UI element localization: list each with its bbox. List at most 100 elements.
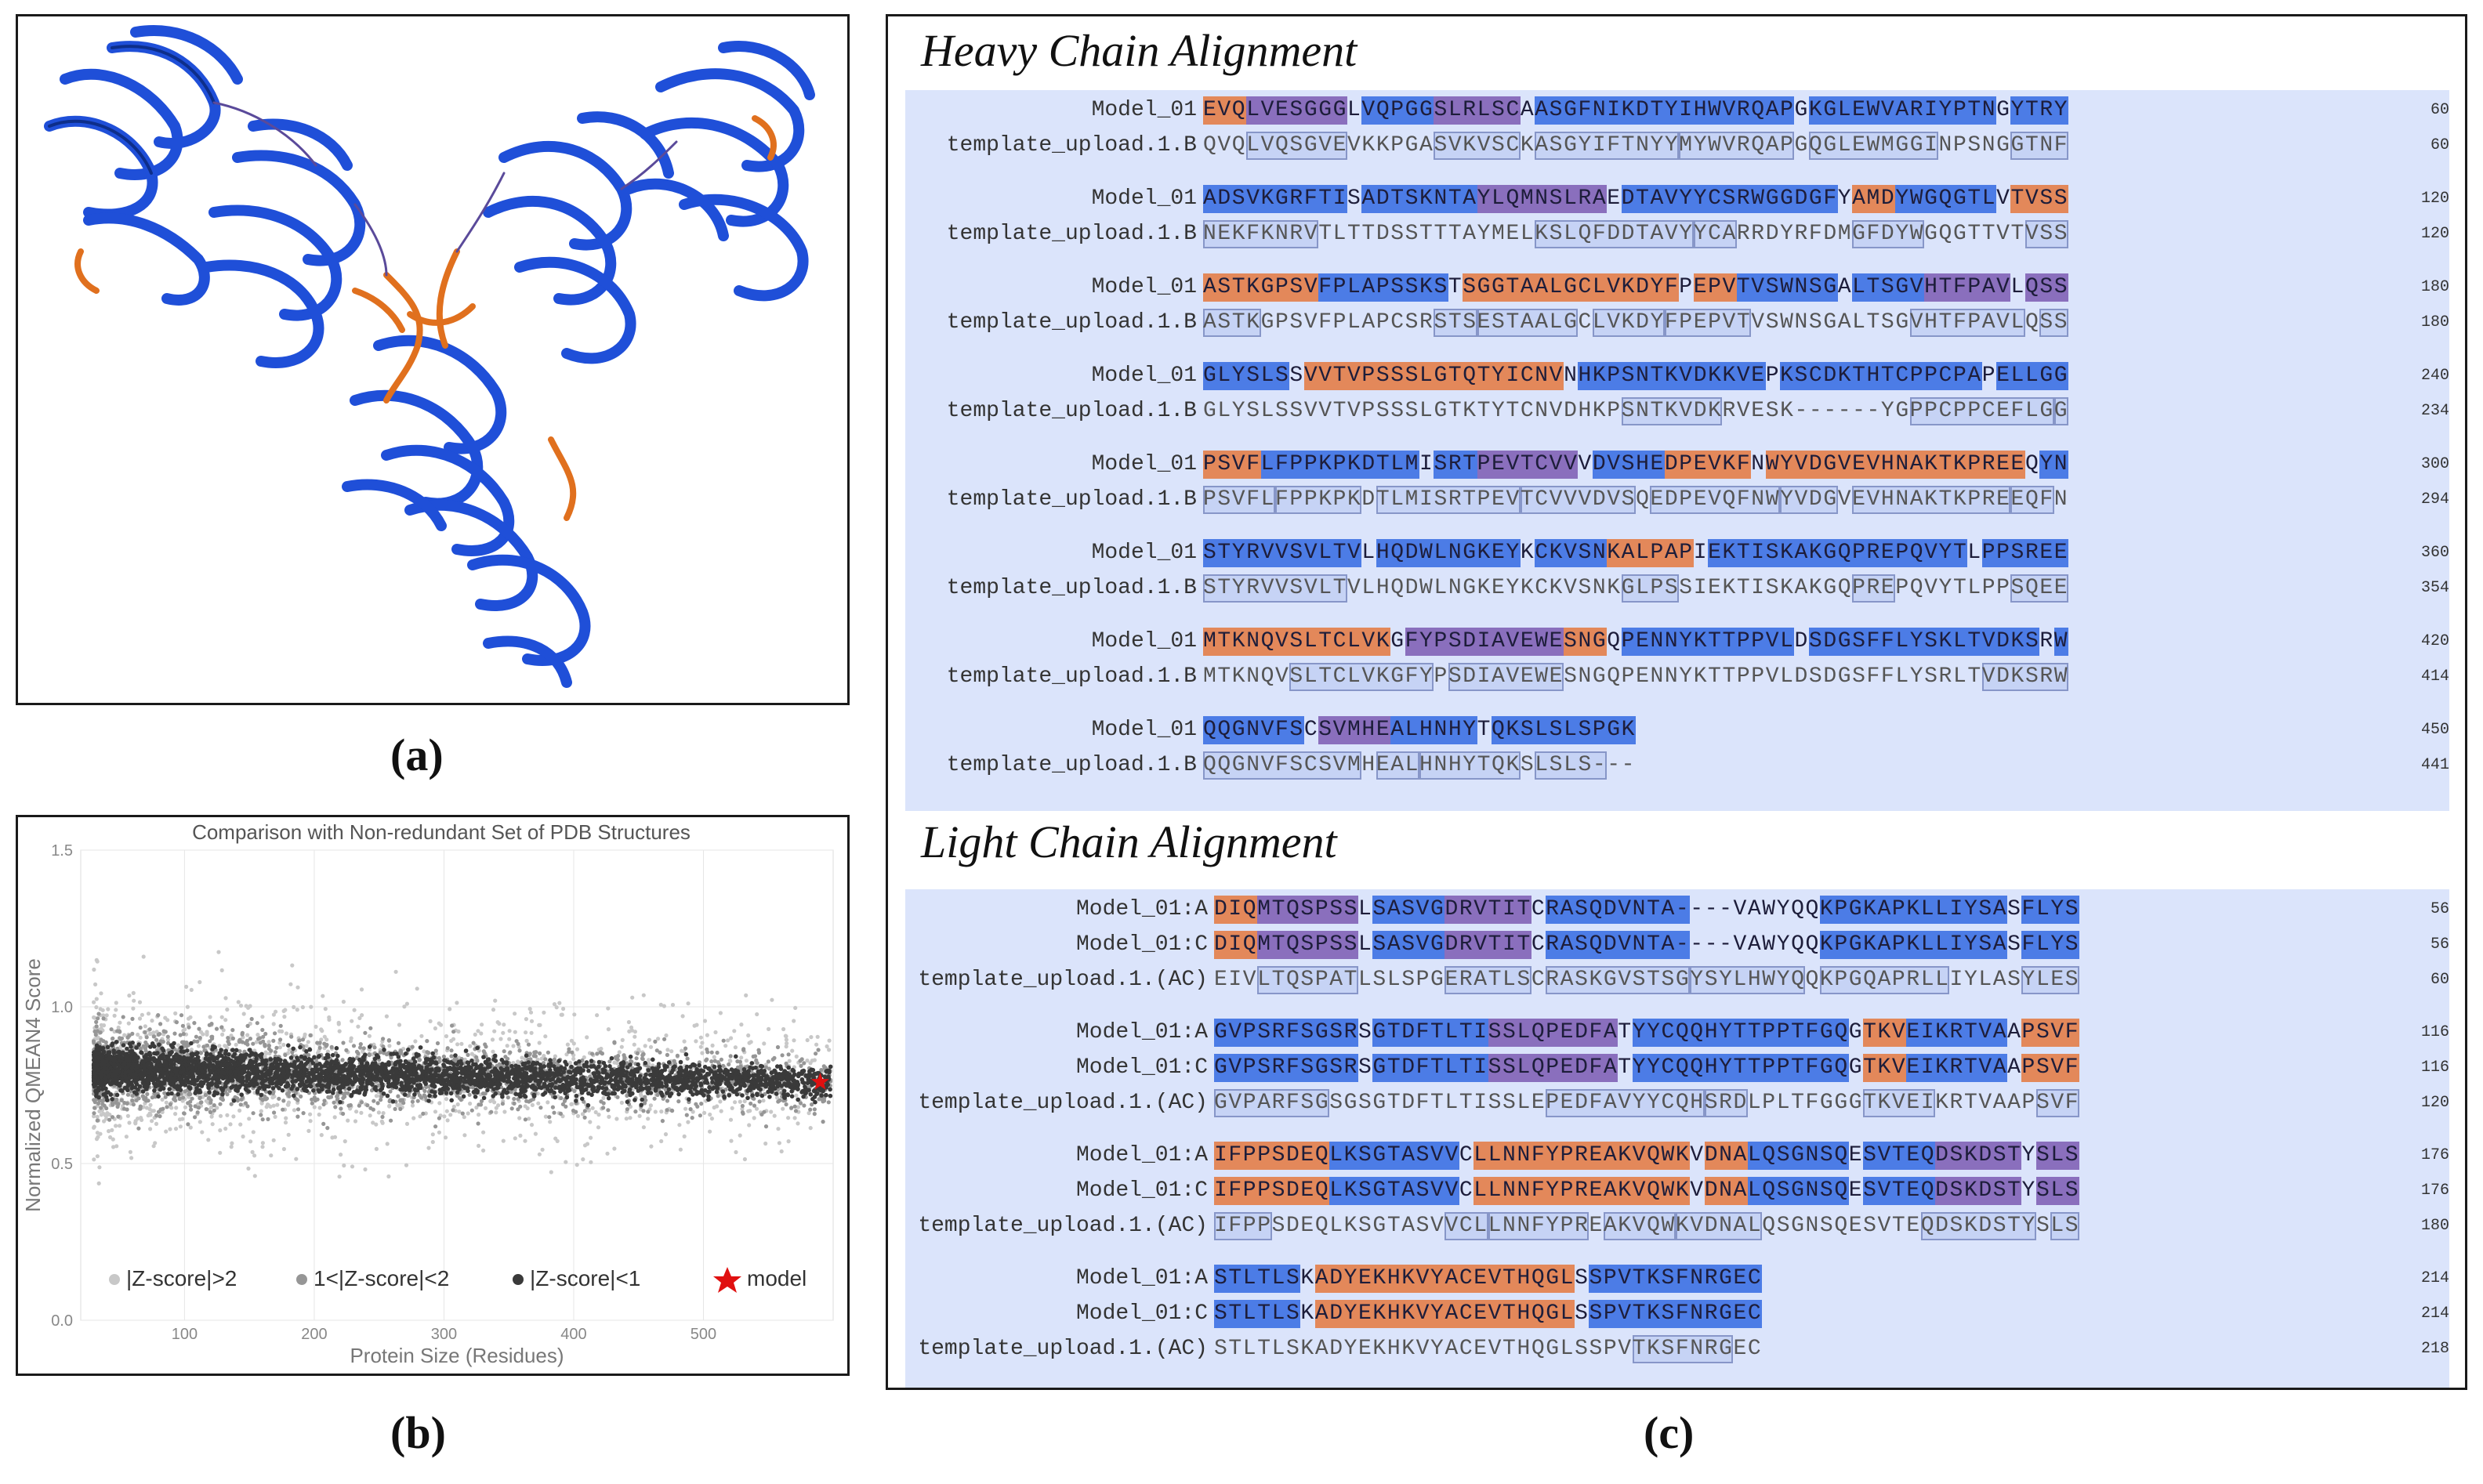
pdb-structure-point: [477, 1102, 481, 1107]
pdb-structure-point: [148, 1031, 153, 1037]
pdb-structure-point: [450, 1023, 455, 1028]
pdb-structure-point: [643, 1044, 647, 1048]
pdb-structure-point: [552, 1110, 556, 1115]
pdb-structure-point: [151, 1144, 156, 1149]
pdb-structure-point: [524, 1017, 529, 1022]
pdb-structure-point: [251, 1041, 256, 1046]
pdb-structure-point: [188, 1103, 193, 1109]
pdb-structure-point: [354, 1109, 359, 1114]
pdb-structure-point: [124, 1135, 129, 1139]
pdb-structure-point: [649, 1144, 654, 1149]
pdb-structure-point: [333, 1105, 338, 1109]
pdb-structure-point: [793, 1005, 798, 1010]
pdb-structure-point: [742, 1099, 747, 1104]
pdb-structure-point: [208, 1015, 212, 1019]
pdb-structure-point: [249, 1016, 254, 1022]
pdb-structure-point: [248, 1004, 252, 1008]
pdb-structure-point: [176, 1091, 180, 1097]
pdb-structure-point: [475, 1045, 480, 1051]
pdb-structure-point: [179, 1013, 184, 1018]
pdb-structure-point: [513, 1136, 517, 1141]
pdb-structure-point: [313, 1099, 317, 1103]
pdb-structure-point: [543, 1057, 548, 1062]
pdb-structure-point: [99, 1106, 103, 1110]
pdb-structure-point: [713, 1030, 718, 1035]
pdb-structure-point: [553, 1136, 558, 1141]
pdb-structure-point: [682, 1039, 687, 1044]
pdb-structure-point: [508, 1050, 513, 1055]
pdb-structure-point: [659, 1109, 664, 1114]
pdb-structure-point: [729, 1138, 734, 1143]
pdb-structure-point: [709, 1117, 715, 1121]
pdb-structure-point: [588, 1120, 593, 1124]
pdb-structure-point: [546, 1050, 551, 1055]
pdb-structure-point: [670, 1002, 676, 1008]
pdb-structure-point: [162, 1091, 167, 1095]
pdb-structure-point: [468, 1044, 473, 1048]
pdb-structure-point: [786, 1052, 791, 1057]
pdb-structure-point: [92, 1040, 96, 1045]
pdb-structure-point: [744, 993, 749, 997]
pdb-structure-point: [476, 1029, 480, 1033]
pdb-structure-point: [92, 1125, 96, 1130]
pdb-structure-point: [445, 1118, 450, 1123]
pdb-structure-point: [723, 1044, 728, 1048]
pdb-structure-point: [665, 1052, 670, 1057]
pdb-structure-point: [718, 1011, 723, 1015]
pdb-structure-point: [769, 1070, 774, 1075]
pdb-structure-point: [165, 1105, 169, 1109]
pdb-structure-point: [165, 1018, 170, 1023]
pdb-structure-point: [230, 1036, 235, 1041]
pdb-structure-point: [174, 1020, 179, 1025]
pdb-structure-point: [300, 1004, 305, 1010]
pdb-structure-point: [104, 1013, 109, 1018]
pdb-structure-point: [656, 1037, 661, 1041]
pdb-structure-point: [814, 1042, 819, 1047]
pdb-structure-point: [367, 1051, 372, 1057]
pdb-structure-point: [119, 1098, 124, 1102]
pdb-structure-point: [92, 1015, 96, 1020]
pdb-structure-point: [128, 1149, 132, 1154]
pdb-structure-point: [387, 1103, 392, 1108]
pdb-structure-point: [685, 1056, 690, 1061]
pdb-structure-point: [728, 1054, 733, 1059]
pdb-structure-point: [92, 1114, 96, 1119]
pdb-structure-point: [601, 1095, 606, 1100]
pdb-structure-point: [529, 1030, 534, 1035]
pdb-structure-point: [805, 1059, 810, 1063]
pdb-structure-point: [219, 968, 224, 972]
pdb-structure-point: [507, 1029, 512, 1033]
panel-a-caption: (a): [390, 729, 444, 780]
pdb-structure-point: [188, 1015, 193, 1019]
pdb-structure-point: [217, 1044, 222, 1048]
pdb-structure-point: [412, 1092, 417, 1097]
pdb-structure-point: [435, 1041, 440, 1046]
pdb-structure-point: [527, 1051, 532, 1056]
pdb-structure-point: [182, 1040, 187, 1044]
pdb-structure-point: [312, 1105, 317, 1109]
pdb-structure-point: [229, 1102, 234, 1106]
pdb-structure-point: [389, 1055, 393, 1060]
pdb-structure-point: [158, 1107, 163, 1112]
pdb-structure-point: [317, 1112, 321, 1117]
pdb-structure-point: [317, 1041, 322, 1045]
pdb-structure-point: [114, 1100, 118, 1105]
pdb-structure-point: [404, 1163, 409, 1167]
pdb-structure-point: [827, 1038, 832, 1043]
pdb-structure-point: [198, 979, 202, 985]
pdb-structure-point: [368, 1026, 373, 1030]
pdb-structure-point: [98, 1007, 103, 1012]
pdb-structure-point: [501, 1138, 506, 1143]
pdb-structure-point: [206, 1096, 211, 1101]
pdb-structure-point: [400, 1098, 405, 1102]
pdb-structure-point: [523, 1138, 527, 1143]
pdb-structure-point: [143, 1024, 147, 1029]
pdb-structure-point: [502, 1109, 507, 1114]
pdb-structure-point: [411, 1116, 416, 1120]
pdb-structure-point: [719, 1109, 723, 1113]
pdb-structure-point: [272, 1110, 277, 1115]
pdb-structure-point: [653, 1109, 658, 1114]
pdb-structure-point: [323, 1007, 328, 1012]
pdb-structure-point: [462, 1115, 466, 1120]
pdb-structure-point: [346, 1118, 350, 1123]
